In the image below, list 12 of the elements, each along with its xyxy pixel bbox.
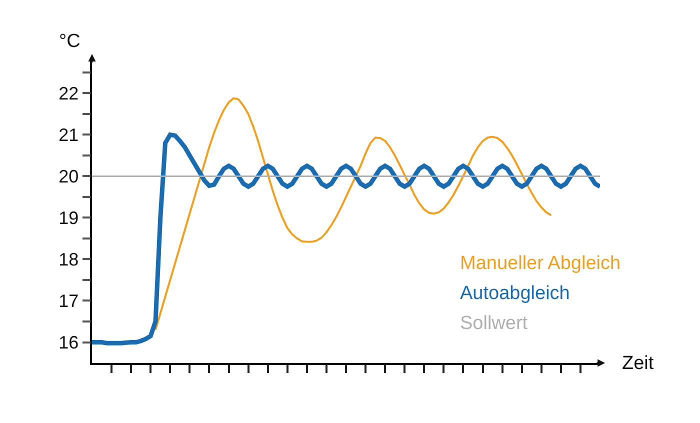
text: Manueller Abgleich [460,253,621,274]
y-tick-label: 17 [58,291,79,312]
y-tick-label: 21 [58,125,79,146]
y-tick-label: 18 [58,250,79,270]
y-tick-label: 22 [58,84,79,104]
y-tick-label: 19 [58,208,79,228]
ref-line-label: Sollwert [460,313,528,334]
y-tick-label: 20 [58,166,79,187]
y-tick-label: 16 [58,332,79,353]
x-axis-title: Zeit [622,353,654,374]
y-axis-title: °C [59,31,80,52]
text: Autoabgleich [460,283,570,304]
